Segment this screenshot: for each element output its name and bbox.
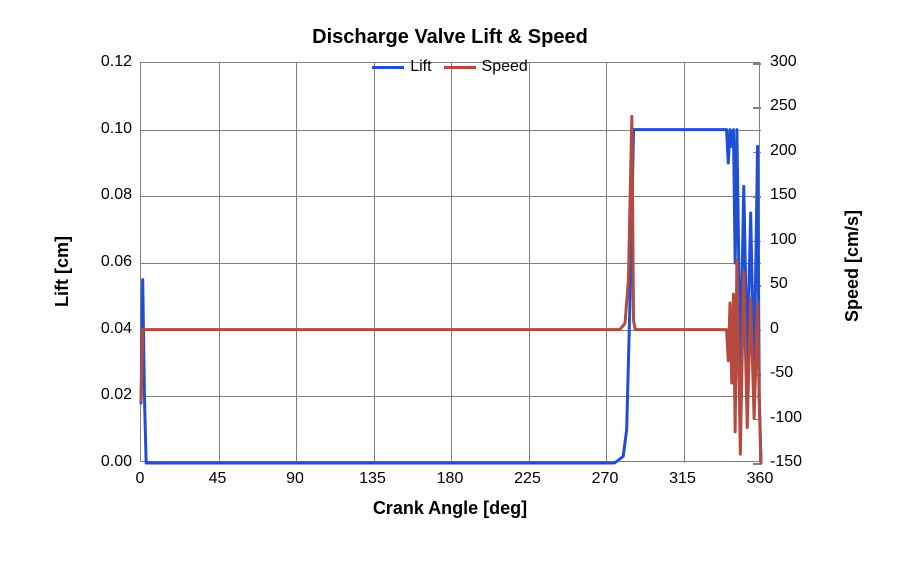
y-tick-label: 0.10 [101,120,132,138]
y-tick-label: 0.04 [101,320,132,338]
y2-axis-label: Speed [cm/s] [842,210,863,322]
x-tick-label: 225 [514,470,541,488]
legend: Lift Speed [0,58,900,76]
series-speed [141,116,761,463]
legend-swatch [444,66,476,69]
y2-tick-label: 250 [770,97,797,115]
y2-tick-label: 300 [770,53,797,71]
legend-item: Lift [372,58,431,76]
y-tick-label: 0.02 [101,386,132,404]
series-lift [141,130,761,463]
y-tick-label: 0.12 [101,53,132,71]
x-axis-label: Crank Angle [deg] [140,498,760,519]
y-tick-label: 0.06 [101,253,132,271]
y2-tick-label: -100 [770,409,802,427]
x-tick-label: 315 [669,470,696,488]
y-tick-label: 0.00 [101,453,132,471]
x-tick-label: 135 [359,470,386,488]
y-axis-label: Lift [cm] [52,236,73,307]
x-tick-label: 360 [747,470,774,488]
x-tick-label: 90 [286,470,304,488]
y2-tick-label: 100 [770,231,797,249]
x-tick-label: 270 [592,470,619,488]
x-tick-label: 0 [136,470,145,488]
legend-label: Speed [482,58,528,76]
y2-tick-label: 150 [770,186,797,204]
plot-area [140,62,760,462]
y2-tick-label: -150 [770,453,802,471]
chart-title: Discharge Valve Lift & Speed [0,26,900,49]
legend-label: Lift [410,58,431,76]
y2-tick-label: 0 [770,320,779,338]
x-tick-label: 45 [209,470,227,488]
y2-tick-label: 200 [770,142,797,160]
legend-item: Speed [444,58,528,76]
series-svg [141,63,761,463]
legend-swatch [372,66,404,69]
x-tick-label: 180 [437,470,464,488]
chart-container: Discharge Valve Lift & Speed Lift [cm] S… [0,0,900,586]
y-tick-label: 0.08 [101,186,132,204]
y2-tick-label: 50 [770,275,788,293]
y2-tick-label: -50 [770,364,793,382]
